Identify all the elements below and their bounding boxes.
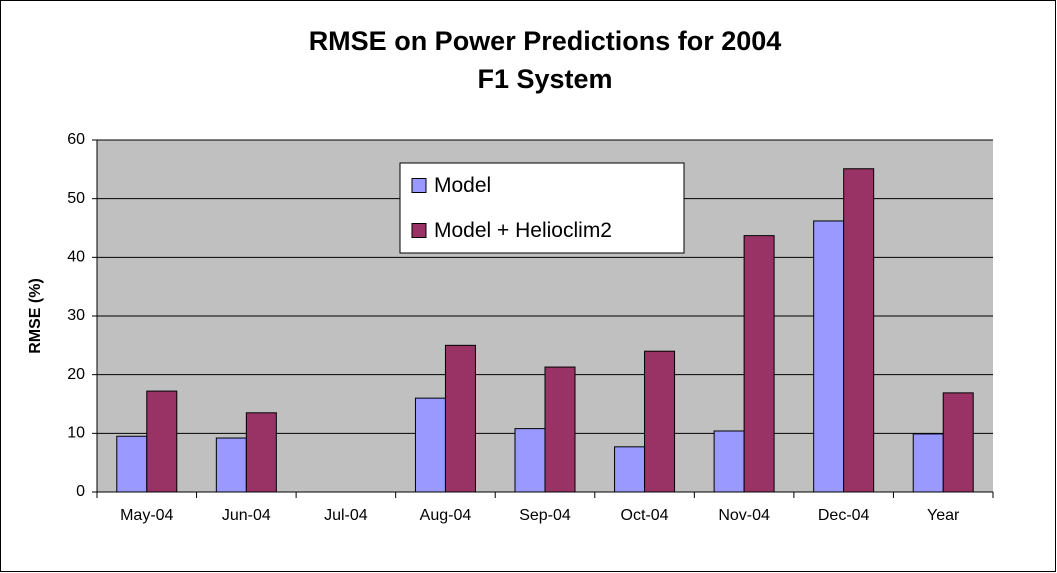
y-tick-label: 30 (67, 307, 85, 324)
y-tick-label: 60 (67, 131, 85, 148)
bar (414, 397, 446, 493)
x-tick-label: Nov-04 (718, 507, 770, 524)
legend-label: Model + Helioclim2 (434, 219, 612, 242)
y-tick-label: 20 (67, 366, 85, 383)
bar (942, 392, 974, 493)
bar (514, 428, 546, 493)
y-tick-label: 10 (67, 425, 85, 442)
bar (146, 390, 178, 493)
legend-box (399, 162, 685, 254)
bar (644, 350, 676, 493)
x-tick-label: Aug-04 (420, 507, 472, 524)
legend-label: Model (434, 174, 491, 197)
x-tick-label: Dec-04 (818, 507, 870, 524)
bar (215, 437, 247, 493)
x-tick-label: May-04 (120, 507, 173, 524)
x-tick-label: Jun-04 (222, 507, 271, 524)
bar (116, 435, 148, 493)
x-tick-label: Sep-04 (519, 507, 571, 524)
bar (444, 344, 476, 493)
bar (614, 446, 646, 493)
bar (912, 433, 944, 493)
bar (813, 220, 845, 493)
bar (544, 366, 576, 493)
y-tick-label: 0 (76, 483, 85, 500)
x-tick-label: Oct-04 (621, 507, 669, 524)
legend-swatch (411, 178, 427, 193)
legend-swatch (411, 223, 427, 238)
bar (743, 235, 775, 493)
chart-title: RMSE on Power Predictions for 2004 (309, 26, 782, 56)
bar (843, 168, 875, 493)
x-tick-label: Jul-04 (324, 507, 368, 524)
bar (245, 412, 277, 493)
x-tick-label: Year (927, 507, 960, 524)
bar (713, 430, 745, 493)
chart-subtitle: F1 System (477, 64, 612, 94)
y-axis-label: RMSE (%) (27, 278, 44, 354)
y-tick-label: 50 (67, 190, 85, 207)
y-tick-label: 40 (67, 249, 85, 266)
